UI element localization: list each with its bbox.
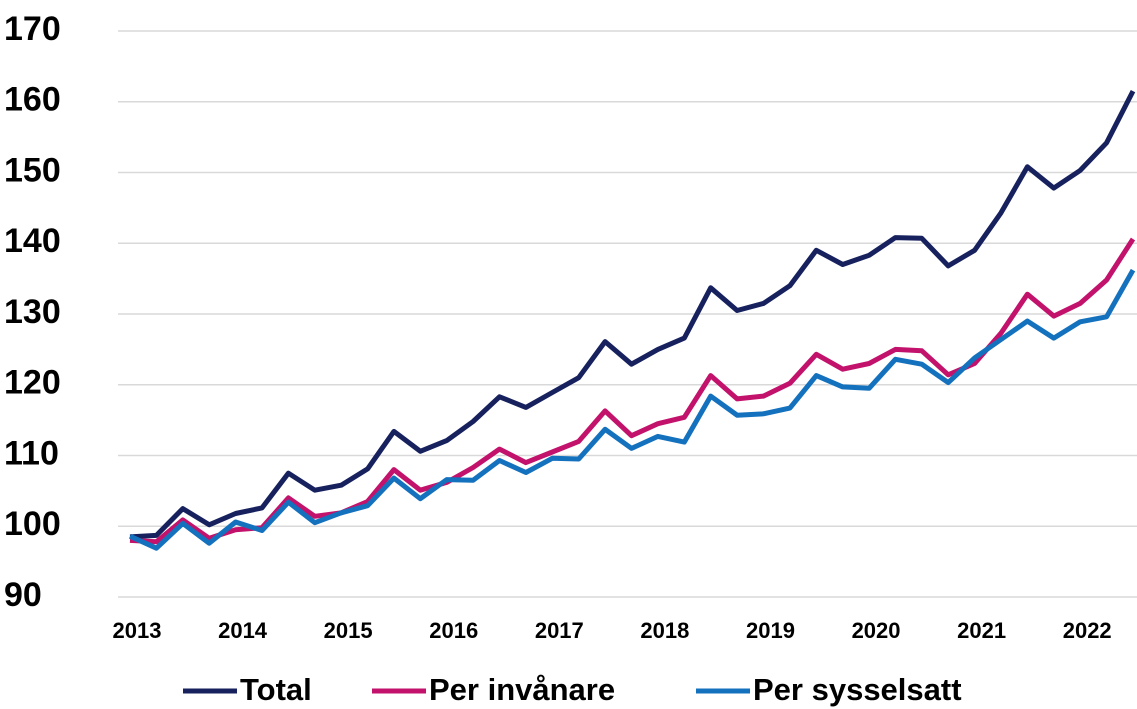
y-tick-label: 120	[4, 364, 61, 402]
y-tick-label: 90	[4, 576, 42, 614]
legend-label: Total	[240, 672, 312, 707]
x-tick-label: 2019	[746, 618, 795, 643]
x-tick-label: 2017	[535, 618, 584, 643]
legend-label: Per invånare	[429, 672, 615, 707]
x-tick-label: 2022	[1063, 618, 1112, 643]
y-tick-label: 130	[4, 293, 61, 331]
y-tick-label: 160	[4, 81, 61, 119]
y-tick-label: 110	[4, 434, 59, 472]
x-tick-label: 2016	[429, 618, 478, 643]
series-line	[129, 89, 1136, 540]
y-tick-label: 140	[4, 222, 61, 260]
x-tick-label: 2013	[113, 618, 162, 643]
y-tick-label: 170	[4, 10, 61, 48]
series-line	[128, 268, 1136, 551]
x-tick-label: 2015	[324, 618, 373, 643]
legend-label: Per sysselsatt	[753, 672, 962, 707]
x-tick-label: 2014	[218, 618, 268, 643]
x-tick-label: 2021	[957, 618, 1006, 643]
series-line	[129, 237, 1136, 545]
x-tick-label: 2018	[640, 618, 689, 643]
y-tick-label: 150	[4, 151, 61, 189]
y-tick-label: 100	[4, 505, 61, 543]
x-tick-label: 2020	[852, 618, 901, 643]
